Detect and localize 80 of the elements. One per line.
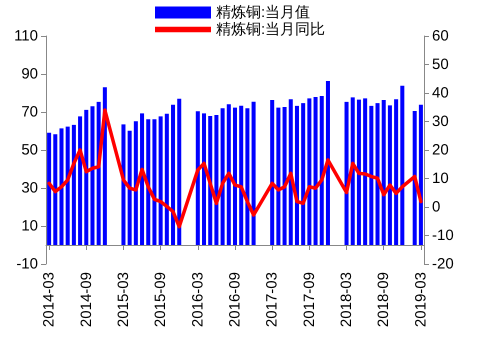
y2-tick-label: 50	[432, 56, 449, 73]
bar	[350, 97, 355, 245]
bar	[220, 108, 225, 245]
bar	[158, 116, 163, 245]
line-series	[47, 108, 423, 228]
bar	[171, 104, 176, 245]
bar	[282, 107, 287, 245]
bar	[301, 103, 306, 245]
bar	[400, 86, 404, 245]
bar	[239, 106, 244, 245]
x-tick-label: 2015-09	[152, 272, 170, 328]
y-tick-label: 30	[21, 180, 38, 196]
bar	[294, 106, 299, 245]
bar	[276, 108, 280, 245]
x-tick-label: 2019-03	[412, 272, 430, 328]
y2-tick-label: 20	[432, 142, 449, 158]
bar	[232, 108, 238, 245]
y-tick-label: 10	[21, 218, 38, 234]
bar	[78, 116, 82, 245]
x-tick-label: 2015-03	[114, 272, 132, 328]
bar	[412, 111, 417, 245]
bar	[376, 103, 380, 245]
x-tick-label: 2014-09	[78, 272, 95, 328]
bar	[146, 119, 150, 245]
bar	[314, 96, 318, 245]
bar	[252, 102, 256, 245]
legend-label: 精炼铜:当月值	[216, 4, 310, 21]
bar	[214, 115, 218, 245]
bar	[418, 104, 423, 245]
y2-tick-label: -10	[432, 227, 454, 244]
x-tick-label: 2017-03	[264, 272, 281, 328]
bar	[363, 98, 368, 245]
legend-label: 精炼铜:当月同比	[216, 21, 326, 38]
bar	[128, 130, 132, 245]
x-tick-label: 2018-09	[375, 272, 392, 328]
x-tick-label: 2018-03	[338, 272, 356, 328]
bar	[84, 110, 88, 245]
bar	[388, 105, 392, 245]
bar	[226, 104, 231, 245]
y2-tick-label: 40	[432, 84, 449, 102]
y-tick-label: 70	[21, 104, 38, 120]
bar	[245, 108, 250, 245]
x-tick-label: 2016-09	[226, 272, 244, 328]
bar	[47, 132, 52, 245]
bar	[53, 134, 58, 245]
y-tick-label: 90	[21, 66, 38, 82]
y-tick-label: -10	[16, 256, 38, 272]
y2-tick-label: -20	[432, 256, 454, 272]
bar	[90, 106, 94, 245]
bar	[72, 124, 76, 245]
bar	[196, 111, 200, 245]
bar	[369, 106, 374, 245]
bar	[134, 121, 138, 245]
bar	[66, 126, 70, 245]
y2-tick-label: 60	[432, 28, 449, 44]
x-tick-label: 2017-09	[300, 272, 318, 328]
bar	[326, 81, 330, 245]
x-tick-label: 2014-03	[40, 272, 58, 328]
bar	[164, 114, 169, 245]
bar	[344, 102, 349, 245]
bar	[59, 128, 64, 245]
bar	[394, 99, 398, 245]
bar	[288, 99, 293, 245]
bar	[177, 98, 182, 245]
bar	[382, 100, 386, 245]
bar	[121, 124, 126, 245]
bar	[140, 113, 144, 245]
x-tick-label: 2016-03	[189, 272, 206, 328]
y-tick-label: 110	[14, 28, 38, 44]
y2-tick-label: 10	[432, 170, 449, 187]
bar	[208, 116, 212, 245]
bar	[356, 100, 361, 245]
bar	[202, 113, 206, 245]
y2-tick-label: 0	[432, 198, 440, 216]
bar	[270, 100, 274, 245]
y-tick-label: 50	[21, 142, 38, 158]
bar	[320, 96, 324, 245]
bar	[152, 119, 156, 245]
bar	[307, 98, 312, 245]
y2-tick-label: 30	[432, 113, 449, 130]
